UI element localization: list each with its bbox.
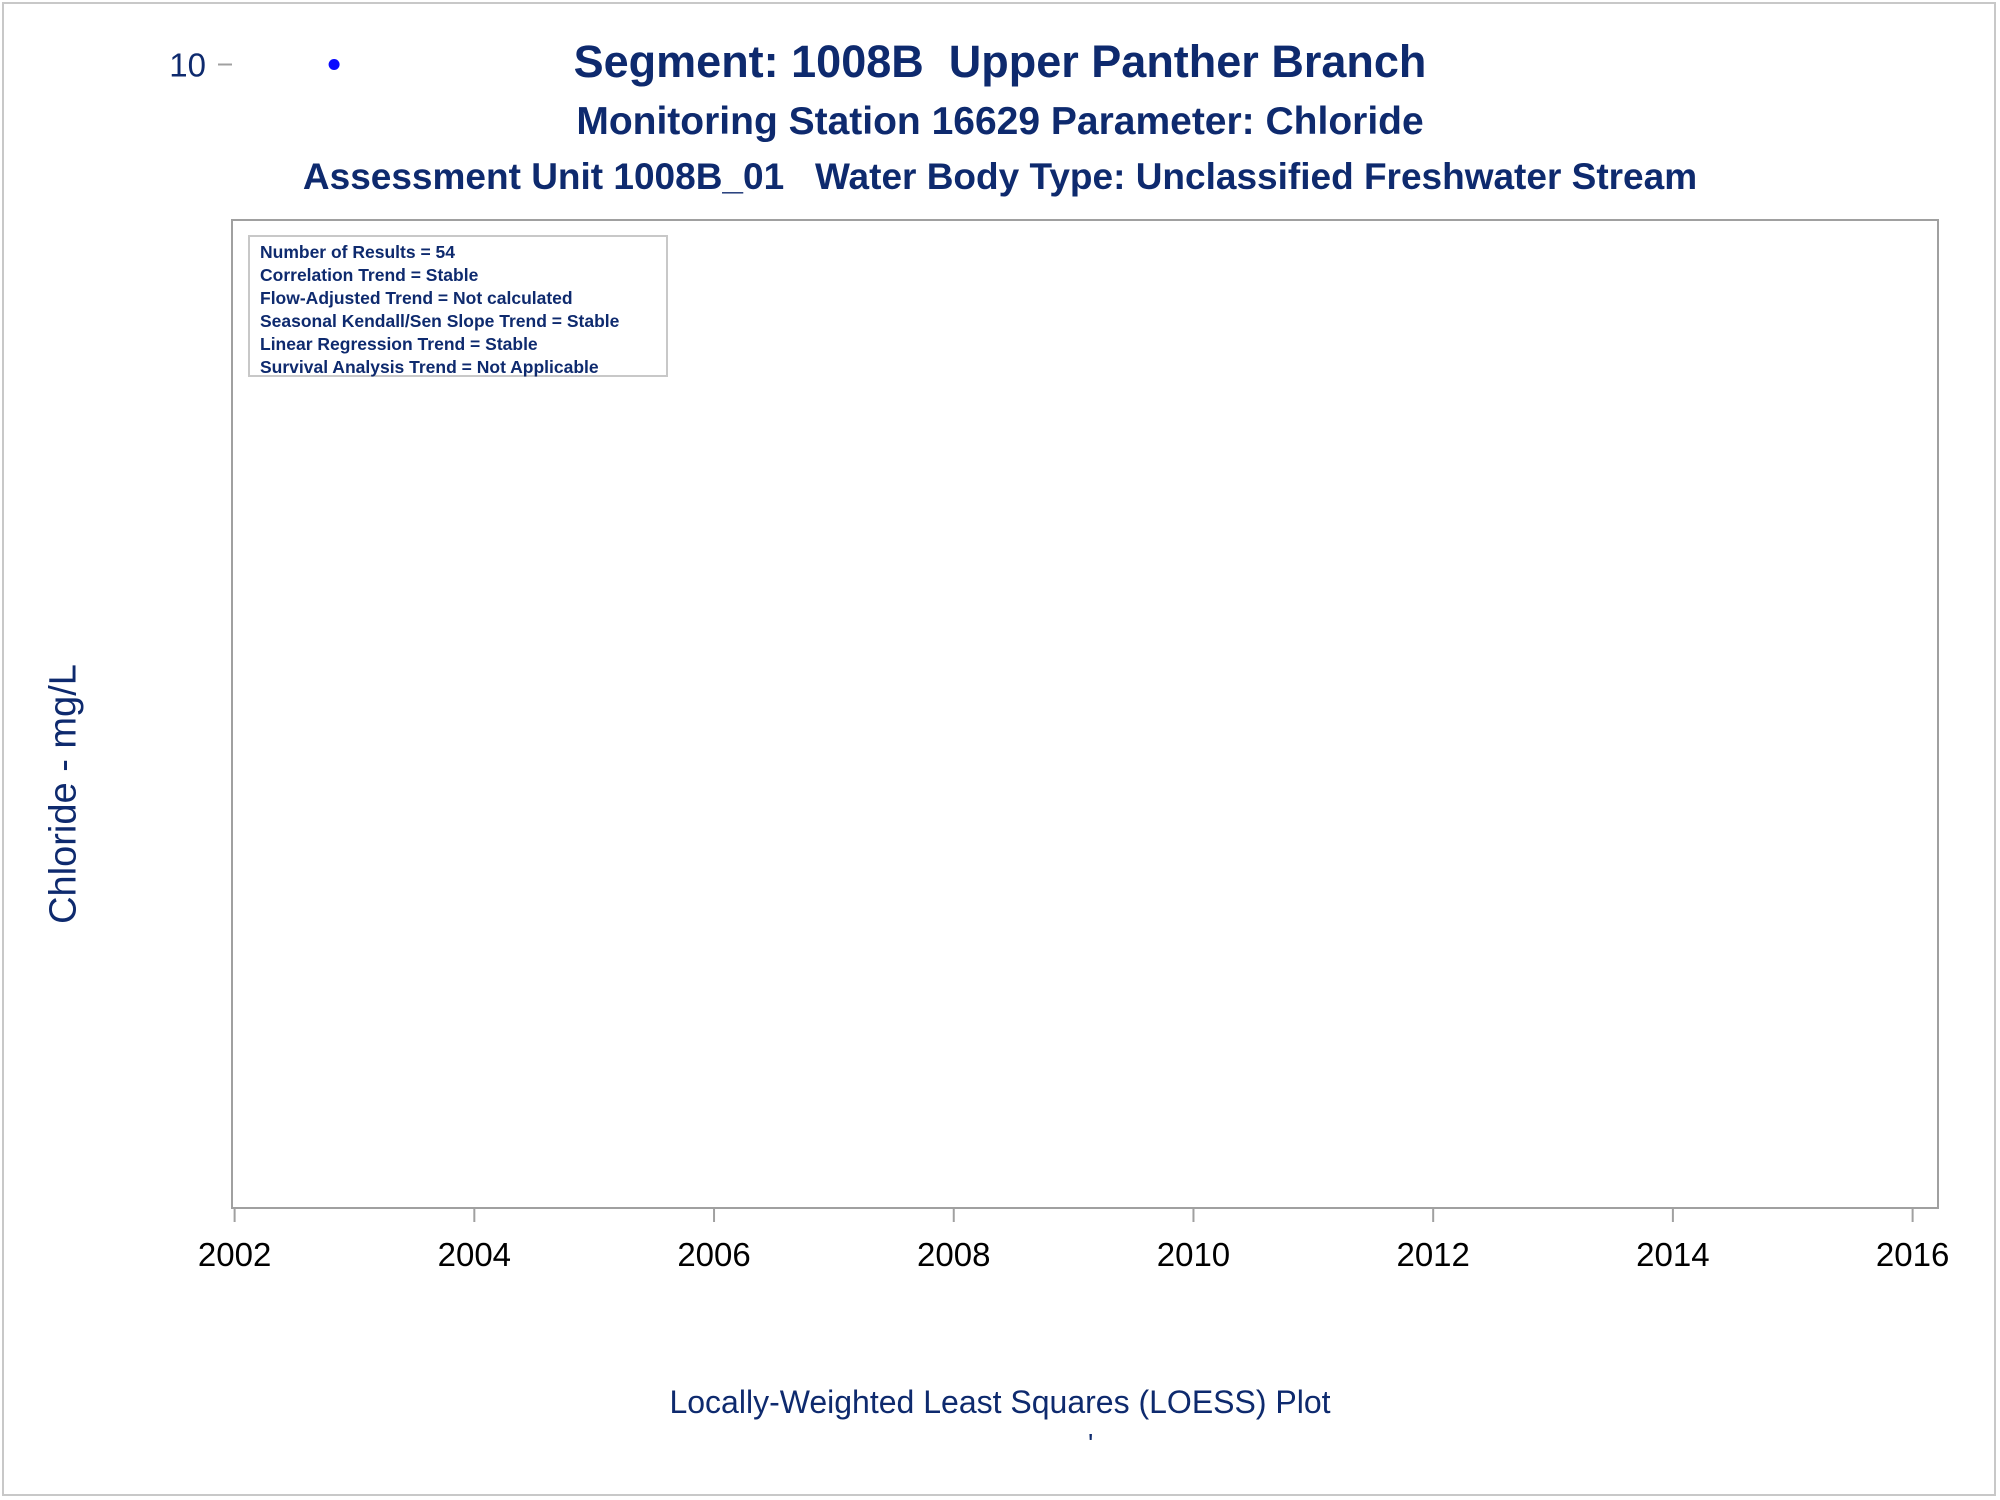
stat-linear-regression-trend: Linear Regression Trend = Stable	[260, 334, 538, 354]
stat-survival-analysis-trend: Survival Analysis Trend = Not Applicable	[260, 357, 599, 377]
footnote-mark: '	[1088, 1428, 1094, 1459]
trend-statistics-box: Number of Results = 54 Correlation Trend…	[248, 235, 668, 377]
chart-subtitle-assessment-unit: Assessment Unit 1008B_01 Water Body Type…	[302, 156, 1698, 197]
x-tick-label: 2012	[1396, 1236, 1469, 1273]
x-tick-label: 2010	[1157, 1236, 1230, 1273]
plot-method-footnote: Locally-Weighted Least Squares (LOESS) P…	[669, 1384, 1331, 1420]
x-tick-label: 2004	[438, 1236, 511, 1273]
y-tick-label: 10	[169, 47, 206, 84]
x-tick-label: 2016	[1876, 1236, 1949, 1273]
stat-seasonal-kendall-trend: Seasonal Kendall/Sen Slope Trend = Stabl…	[260, 311, 620, 331]
plot-area-frame	[231, 219, 1939, 1209]
data-point	[328, 59, 340, 70]
stat-number-of-results: Number of Results = 54	[260, 242, 455, 262]
y-axis-label: Chloride - mg/L	[42, 664, 85, 924]
chart-title: Segment: 1008B Upper Panther Branch	[573, 36, 1427, 87]
chart-subtitle-station: Monitoring Station 16629 Parameter: Chlo…	[576, 100, 1424, 143]
x-tick-label: 2002	[198, 1236, 271, 1273]
x-tick-label: 2008	[917, 1236, 990, 1273]
x-tick-label: 2006	[677, 1236, 750, 1273]
stat-correlation-trend: Correlation Trend = Stable	[260, 265, 479, 285]
x-tick-label: 2014	[1636, 1236, 1709, 1273]
stat-flow-adjusted-trend: Flow-Adjusted Trend = Not calculated	[260, 288, 573, 308]
